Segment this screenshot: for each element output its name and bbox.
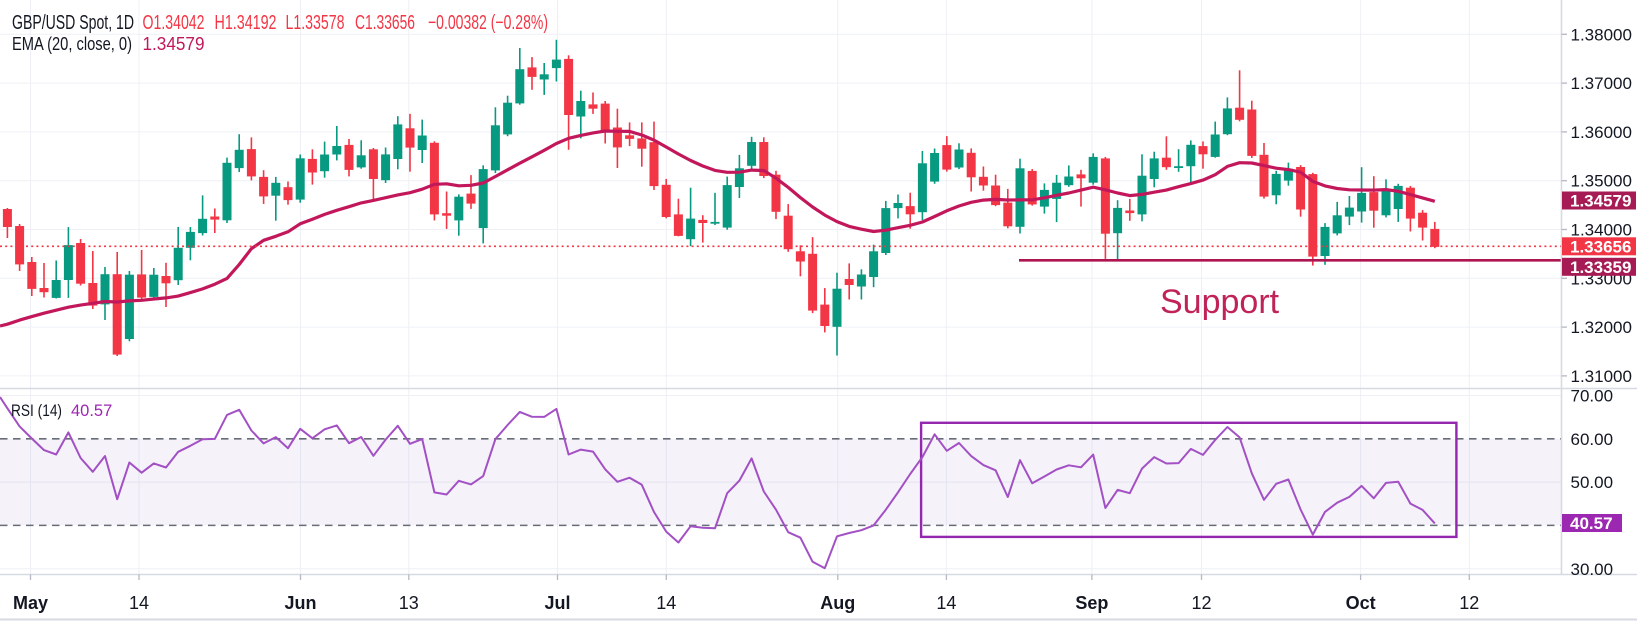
svg-text:O1.34042: O1.34042 bbox=[143, 12, 205, 34]
svg-text:Jun: Jun bbox=[284, 593, 316, 613]
svg-text:14: 14 bbox=[656, 593, 676, 613]
svg-text:14: 14 bbox=[129, 593, 149, 613]
svg-text:1.35000: 1.35000 bbox=[1571, 172, 1632, 191]
svg-text:Aug: Aug bbox=[820, 593, 855, 613]
svg-text:40.57: 40.57 bbox=[71, 402, 112, 420]
svg-text:L1.33578: L1.33578 bbox=[286, 12, 345, 34]
svg-text:Jul: Jul bbox=[544, 593, 570, 613]
svg-text:−0.00382 (−0.28%): −0.00382 (−0.28%) bbox=[428, 12, 548, 34]
svg-text:Sep: Sep bbox=[1075, 593, 1108, 613]
svg-text:Oct: Oct bbox=[1346, 593, 1376, 613]
svg-text:1.31000: 1.31000 bbox=[1571, 367, 1632, 386]
svg-text:14: 14 bbox=[936, 593, 956, 613]
svg-text:GBP/USD Spot, 1D: GBP/USD Spot, 1D bbox=[12, 12, 134, 34]
svg-text:C1.33656: C1.33656 bbox=[355, 12, 415, 34]
svg-text:1.38000: 1.38000 bbox=[1571, 25, 1632, 44]
svg-text:30.00: 30.00 bbox=[1571, 560, 1614, 579]
svg-text:Support: Support bbox=[1160, 283, 1280, 321]
svg-text:1.33656: 1.33656 bbox=[1570, 237, 1631, 256]
svg-text:1.32000: 1.32000 bbox=[1571, 318, 1632, 337]
svg-text:H1.34192: H1.34192 bbox=[215, 12, 277, 34]
svg-text:60.00: 60.00 bbox=[1571, 430, 1614, 449]
svg-text:50.00: 50.00 bbox=[1571, 473, 1614, 492]
svg-text:1.34000: 1.34000 bbox=[1571, 221, 1632, 240]
svg-text:70.00: 70.00 bbox=[1571, 387, 1614, 406]
svg-text:40.57: 40.57 bbox=[1570, 514, 1613, 533]
svg-text:1.34579: 1.34579 bbox=[143, 33, 205, 54]
svg-text:EMA (20, close, 0): EMA (20, close, 0) bbox=[12, 33, 132, 54]
svg-text:May: May bbox=[13, 593, 48, 613]
svg-text:RSI (14): RSI (14) bbox=[11, 402, 62, 420]
svg-text:12: 12 bbox=[1459, 593, 1479, 613]
svg-text:1.33359: 1.33359 bbox=[1570, 258, 1631, 277]
svg-text:1.36000: 1.36000 bbox=[1571, 123, 1632, 142]
svg-text:12: 12 bbox=[1191, 593, 1211, 613]
svg-text:1.34579: 1.34579 bbox=[1570, 192, 1631, 211]
svg-text:1.37000: 1.37000 bbox=[1571, 74, 1632, 93]
svg-text:13: 13 bbox=[399, 593, 419, 613]
